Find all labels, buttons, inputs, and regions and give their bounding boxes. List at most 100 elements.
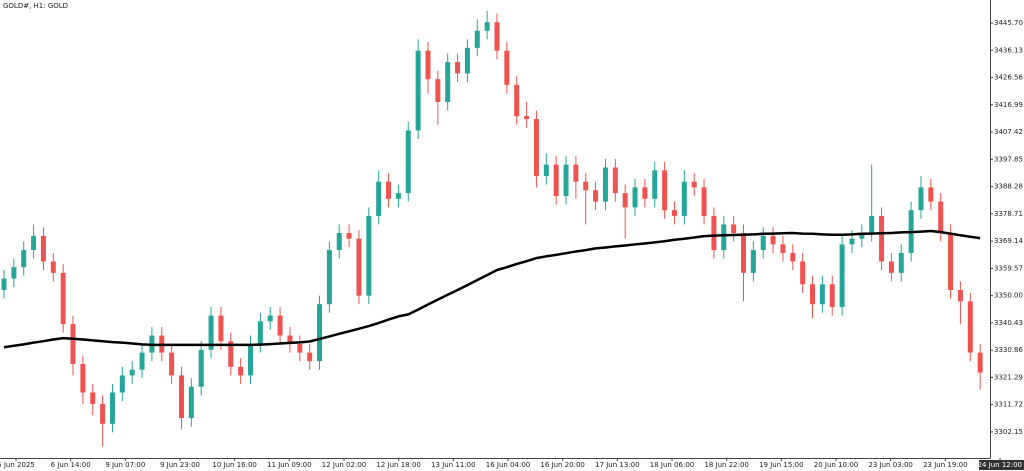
candle-body: [681, 181, 687, 216]
candle-body: [277, 315, 283, 336]
x-tick-label: 16 Jun 04:00: [486, 461, 530, 469]
candle-body: [376, 181, 382, 216]
candle-body: [622, 193, 628, 208]
candle-body: [238, 366, 244, 376]
candle-body: [228, 341, 234, 367]
candle-body: [553, 164, 559, 196]
candle-body: [859, 232, 865, 239]
candle-body: [514, 84, 520, 117]
candle-body: [395, 193, 401, 199]
candle-body: [326, 250, 332, 305]
candle-body: [1, 278, 7, 290]
candle-body: [790, 252, 796, 262]
candle-body: [750, 250, 756, 273]
y-tick-label: 3445.70: [994, 19, 1023, 27]
candle-body: [129, 369, 135, 376]
candle-body: [849, 238, 855, 245]
candle-body: [248, 344, 253, 376]
y-tick-label: 3388.28: [994, 183, 1023, 191]
candle-body: [780, 244, 786, 253]
candle-body: [711, 215, 717, 251]
x-tick-label: 6 Jun 14:00: [51, 461, 91, 469]
x-tick-label: 17 Jun 13:00: [595, 461, 639, 469]
candle-body: [50, 261, 56, 273]
candle-body: [198, 349, 204, 387]
candle-body: [938, 201, 944, 233]
candle-body: [287, 335, 293, 345]
candle-body: [435, 79, 441, 102]
candle-body: [100, 403, 106, 424]
y-tick-label: 3302.15: [994, 428, 1023, 436]
candle-body: [928, 187, 934, 202]
candle-body: [356, 238, 362, 296]
candle-body: [31, 235, 37, 251]
candle-body: [178, 375, 184, 419]
x-tick-label: 10 Jun 16:00: [212, 461, 256, 469]
candle-body: [967, 301, 973, 353]
x-tick-label: 20 Jun 10:00: [814, 461, 858, 469]
x-tick-label: 24 Jun 12:00: [978, 461, 1022, 469]
candle-body: [573, 164, 579, 182]
candle-body: [346, 232, 352, 239]
candle-body: [425, 50, 431, 80]
candle-body: [297, 344, 303, 353]
x-tick-label: 11 Jun 09:00: [267, 461, 311, 469]
candle-body: [60, 272, 66, 325]
candle-body: [445, 62, 451, 102]
x-tick-label: 12 Jun 02:00: [322, 461, 366, 469]
y-tick-label: 3340.43: [994, 319, 1023, 327]
candle-body: [494, 22, 500, 51]
candle-body: [839, 244, 845, 308]
candle-body: [11, 267, 17, 279]
candle-body: [464, 47, 470, 74]
candle-body: [218, 315, 224, 342]
x-tick-label: 13 Jun 11:00: [431, 461, 475, 469]
candle-body: [741, 232, 746, 273]
chart-title: GOLD#, H1: GOLD: [3, 2, 68, 10]
candle-body: [70, 324, 76, 365]
candle-body: [602, 167, 608, 202]
x-tick-label: 16 Jun 20:00: [540, 461, 584, 469]
candle-body: [484, 22, 490, 31]
y-tick-label: 3330.86: [994, 346, 1023, 354]
y-tick-label: 3416.99: [994, 101, 1023, 109]
candle-body: [671, 210, 677, 216]
candle-body: [701, 187, 707, 216]
candle-body: [267, 315, 273, 322]
candle-body: [386, 181, 392, 199]
candle-body: [307, 352, 313, 362]
x-tick-label: 23 Jun 03:00: [868, 461, 912, 469]
candle-body: [800, 261, 806, 285]
candle-body: [169, 352, 175, 376]
candle-body: [760, 235, 766, 251]
candle-body: [977, 352, 983, 373]
candle-body: [869, 215, 875, 233]
candle-body: [455, 62, 461, 74]
candle-body: [721, 224, 727, 251]
candle-body: [533, 119, 539, 177]
x-tick-label: 12 Jun 18:00: [376, 461, 420, 469]
candle-body: [90, 392, 96, 404]
candle-body: [119, 375, 125, 393]
candle-body: [819, 284, 825, 305]
candle-body: [642, 187, 648, 199]
candle-body: [188, 386, 194, 419]
candle-body: [957, 289, 963, 302]
y-tick-label: 3311.72: [994, 401, 1023, 409]
candle-body: [405, 130, 411, 194]
candle-body: [632, 187, 638, 208]
candle-body: [366, 215, 372, 296]
y-tick-label: 3407.42: [994, 128, 1023, 136]
y-tick-label: 3321.29: [994, 373, 1023, 381]
candle-body: [691, 181, 697, 188]
candle-body: [898, 252, 904, 273]
y-tick-label: 3378.71: [994, 210, 1023, 218]
moving-average: [3, 229, 981, 349]
y-tick-label: 3369.14: [994, 237, 1023, 245]
candle-body: [593, 190, 599, 202]
candle-body: [948, 232, 954, 290]
candle-body: [21, 250, 27, 268]
x-tick-label: 18 Jun 22:00: [704, 461, 748, 469]
candle-body: [139, 352, 145, 370]
